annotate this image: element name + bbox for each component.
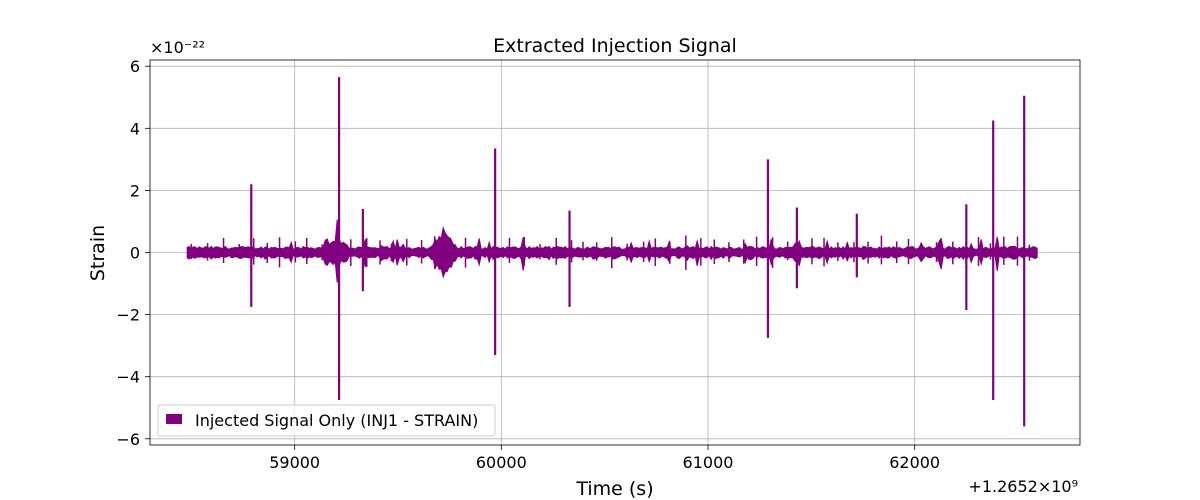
x-tick-label: 59000 <box>269 453 320 472</box>
legend-label: Injected Signal Only (INJ1 - STRAIN) <box>195 411 478 430</box>
legend-box <box>157 404 496 437</box>
y-tick-label: −2 <box>116 306 140 325</box>
x-offset-label: +1.2652×10⁹ <box>968 477 1078 496</box>
x-axis: 59000 60000 61000 62000 <box>269 445 940 472</box>
y-scale-label: ×10⁻²² <box>150 38 205 57</box>
y-tick-label: 6 <box>130 57 140 76</box>
x-tick-label: 62000 <box>889 453 940 472</box>
x-axis-label: Time (s) <box>575 478 653 500</box>
x-tick-label: 61000 <box>683 453 734 472</box>
y-axis: −6 −4 −2 0 2 4 6 <box>116 57 150 449</box>
legend[interactable]: Injected Signal Only (INJ1 - STRAIN) <box>157 404 496 437</box>
y-tick-label: −6 <box>116 430 140 449</box>
chart-title: Extracted Injection Signal <box>493 35 737 57</box>
y-tick-label: 2 <box>130 181 140 200</box>
y-tick-label: −4 <box>116 368 140 387</box>
y-axis-label: Strain <box>87 225 109 281</box>
y-tick-label: 0 <box>130 244 140 263</box>
plot-area <box>186 77 1038 427</box>
x-tick-label: 60000 <box>476 453 527 472</box>
legend-swatch <box>166 414 182 424</box>
y-tick-label: 4 <box>130 119 140 138</box>
